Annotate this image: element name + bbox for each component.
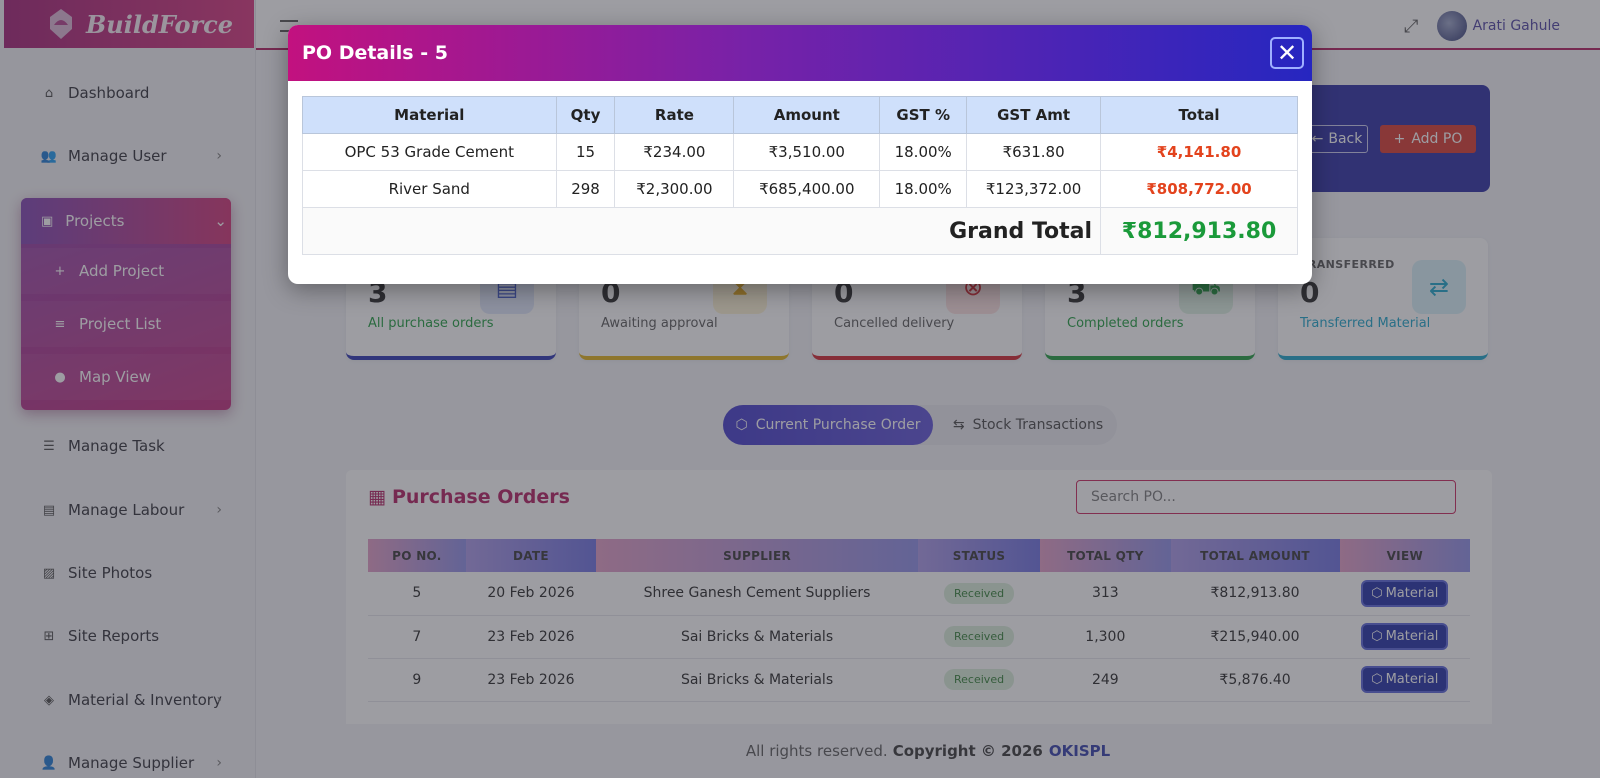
close-icon: ✕ xyxy=(1276,39,1298,67)
column-header: Material xyxy=(302,96,557,134)
column-header: GST Amt xyxy=(966,96,1102,134)
material-name: River Sand xyxy=(302,170,557,208)
column-header: Qty xyxy=(555,96,616,134)
row-total: ₹808,772.00 xyxy=(1100,170,1298,208)
gst-percent: 18.00% xyxy=(879,170,968,208)
material-amount: ₹685,400.00 xyxy=(733,170,881,208)
material-qty: 298 xyxy=(555,170,616,208)
po-details-modal: PO Details - 5 ✕ Material Qty Rate Amoun… xyxy=(288,25,1312,284)
table-row: River Sand 298 ₹2,300.00 ₹685,400.00 18.… xyxy=(302,170,1298,208)
material-name: OPC 53 Grade Cement xyxy=(302,133,557,171)
grand-total-label: Grand Total xyxy=(301,207,1102,255)
row-total: ₹4,141.80 xyxy=(1100,133,1298,171)
table-header-row: Material Qty Rate Amount GST % GST Amt T… xyxy=(302,96,1298,134)
gst-percent: 18.00% xyxy=(879,133,968,171)
gst-amount: ₹123,372.00 xyxy=(966,170,1102,208)
material-qty: 15 xyxy=(555,133,616,171)
close-button[interactable]: ✕ xyxy=(1270,37,1304,69)
gst-amount: ₹631.80 xyxy=(966,133,1102,171)
column-header: Rate xyxy=(614,96,735,134)
material-rate: ₹234.00 xyxy=(614,133,735,171)
po-details-table: Material Qty Rate Amount GST % GST Amt T… xyxy=(301,96,1298,255)
material-rate: ₹2,300.00 xyxy=(614,170,735,208)
grand-total-row: Grand Total ₹812,913.80 xyxy=(301,207,1298,255)
modal-header: PO Details - 5 xyxy=(288,25,1312,81)
column-header: GST % xyxy=(879,96,968,134)
table-row: OPC 53 Grade Cement 15 ₹234.00 ₹3,510.00… xyxy=(302,133,1298,171)
column-header: Amount xyxy=(733,96,881,134)
column-header: Total xyxy=(1100,96,1298,134)
material-amount: ₹3,510.00 xyxy=(733,133,881,171)
modal-title: PO Details - 5 xyxy=(302,42,448,64)
grand-total-value: ₹812,913.80 xyxy=(1100,207,1298,255)
